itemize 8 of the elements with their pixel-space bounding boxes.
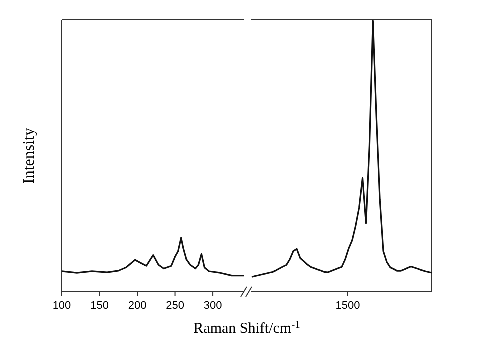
text: 1500 bbox=[336, 300, 360, 312]
x-tick-label: 200 bbox=[128, 300, 147, 312]
x-tick-label: 300 bbox=[204, 300, 222, 312]
x-tick-label: 250 bbox=[166, 300, 184, 312]
y-axis-title: Intensity bbox=[21, 128, 38, 184]
x-tick-label: 150 bbox=[90, 300, 109, 312]
x-axis-title: Raman Shift/cm$^{-1}$ bbox=[194, 320, 300, 337]
x-tick-label: 100 bbox=[52, 300, 72, 312]
